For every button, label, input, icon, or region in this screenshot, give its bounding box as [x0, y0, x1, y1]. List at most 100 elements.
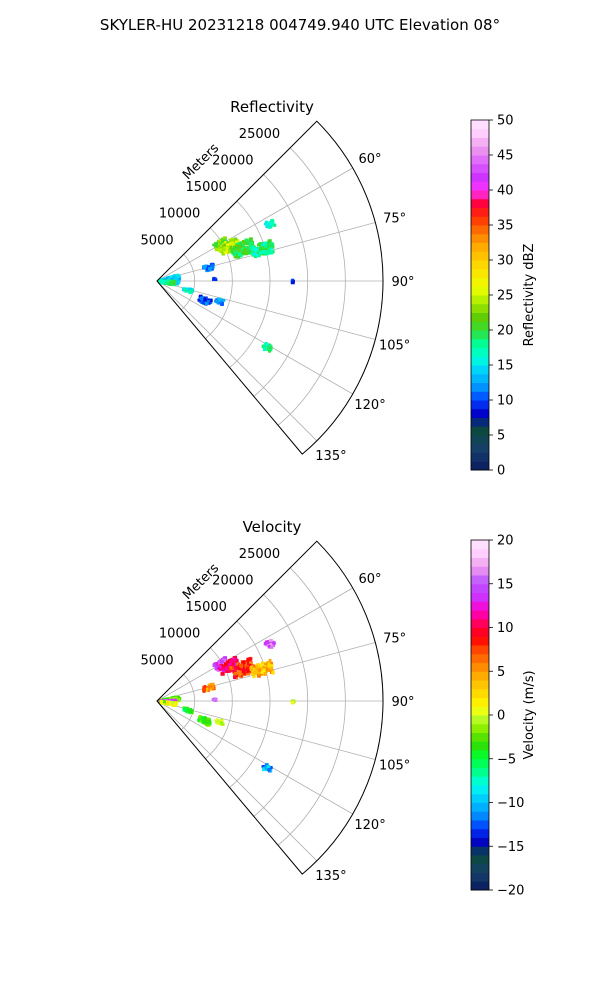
colorbar-segment	[471, 303, 489, 313]
colorbar-segment	[471, 627, 489, 637]
azimuth-gridline	[156, 700, 353, 815]
colorbar-segment	[471, 566, 489, 576]
colorbar-segment	[471, 846, 489, 856]
echo-patch	[249, 239, 275, 259]
echo-gate	[266, 765, 271, 769]
colorbar-tick-label: −5	[497, 752, 516, 767]
echo-patch	[158, 279, 177, 287]
echo-gate	[197, 298, 202, 302]
colorbar-segment	[471, 277, 489, 287]
echo-gate	[184, 707, 187, 711]
echo-patch	[202, 262, 215, 273]
colorbar-segment	[471, 190, 489, 200]
echo-gate	[221, 666, 225, 671]
echo-gate	[236, 248, 241, 252]
echo-gate	[266, 639, 270, 644]
colorbar-segment	[471, 610, 489, 620]
colorbar-segment	[471, 295, 489, 305]
echo-gate	[229, 665, 233, 670]
echo-gate	[237, 667, 241, 671]
echo-gate	[261, 665, 266, 669]
colorbar-segment	[471, 207, 489, 217]
echo-gate	[223, 239, 228, 243]
colorbar-segment	[471, 452, 489, 462]
echo-gate	[220, 660, 225, 664]
colorbar-tick-label: −20	[497, 884, 524, 899]
range-tick-label: 25000	[239, 547, 280, 562]
echo-gate	[205, 687, 209, 692]
echo-gate	[218, 248, 222, 252]
echo-gate	[262, 764, 266, 769]
echo-patch	[263, 638, 276, 649]
colorbar-segment	[471, 198, 489, 208]
echo-gate	[188, 289, 192, 294]
echo-gate	[215, 719, 219, 724]
echo-gate	[168, 280, 173, 285]
echo-gate	[269, 224, 273, 229]
echo-gate	[205, 267, 210, 271]
colorbar-segment	[471, 688, 489, 698]
echo-gate	[236, 662, 240, 667]
colorbar-tick-label: 35	[497, 219, 514, 234]
colorbar-tick-label: 15	[497, 359, 514, 374]
echo-gate	[238, 253, 243, 258]
colorbar-segment	[471, 732, 489, 742]
echo-gate	[271, 641, 276, 645]
echo-gate	[212, 277, 216, 281]
echo-gate	[232, 238, 237, 242]
range-ring	[253, 594, 309, 817]
echo-gate	[253, 669, 258, 673]
echo-gate	[245, 241, 250, 246]
colorbar-segment	[471, 785, 489, 795]
colorbar-segment	[471, 242, 489, 252]
range-tick-label: 20000	[212, 153, 253, 168]
echo-gate	[265, 343, 269, 347]
echo-patch	[211, 697, 218, 702]
echo-gate	[215, 664, 219, 669]
echo-gate	[256, 665, 261, 669]
echo-patch	[202, 682, 216, 693]
azimuth-gridline	[156, 280, 318, 442]
colorbar-segment	[471, 260, 489, 270]
echo-gate	[270, 664, 274, 668]
colorbar-segment	[471, 181, 489, 191]
echo-gate	[270, 218, 274, 222]
range-tick-label: 5000	[141, 653, 174, 668]
echo-gate	[206, 299, 211, 303]
echo-gate	[241, 251, 245, 255]
echo-gate	[263, 670, 267, 675]
echo-gate	[225, 666, 229, 670]
echo-gate	[243, 672, 246, 676]
echo-gate	[210, 263, 214, 267]
echo-gate	[221, 662, 225, 666]
angle-tick-label: 75°	[383, 211, 406, 226]
echo-gate	[186, 288, 190, 292]
echo-gate	[230, 658, 235, 663]
colorbar-segment	[471, 820, 489, 830]
echo-gate	[230, 241, 234, 246]
echo-gate	[227, 249, 231, 253]
colorbar-segment	[471, 855, 489, 865]
echo-gate	[263, 251, 267, 255]
echo-gate	[252, 671, 256, 675]
echo-gate	[229, 245, 233, 250]
echo-gate	[267, 242, 271, 246]
echo-gate	[172, 701, 176, 705]
echo-gate	[222, 247, 227, 251]
colorbar-segment	[471, 741, 489, 751]
echo-gate	[225, 660, 230, 664]
echo-gate	[214, 278, 218, 282]
echo-gate	[247, 657, 251, 661]
range-ring	[180, 674, 196, 731]
echo-patch	[290, 699, 296, 705]
colorbar-segment	[471, 767, 489, 777]
echo-gate	[256, 247, 260, 251]
echo-gate	[211, 686, 214, 690]
echo-gate	[256, 243, 261, 247]
echo-gate	[267, 645, 271, 648]
echo-gate	[268, 658, 272, 663]
echo-gate	[203, 297, 207, 302]
angle-tick-label: 60°	[359, 152, 382, 167]
range-ring	[180, 254, 196, 311]
